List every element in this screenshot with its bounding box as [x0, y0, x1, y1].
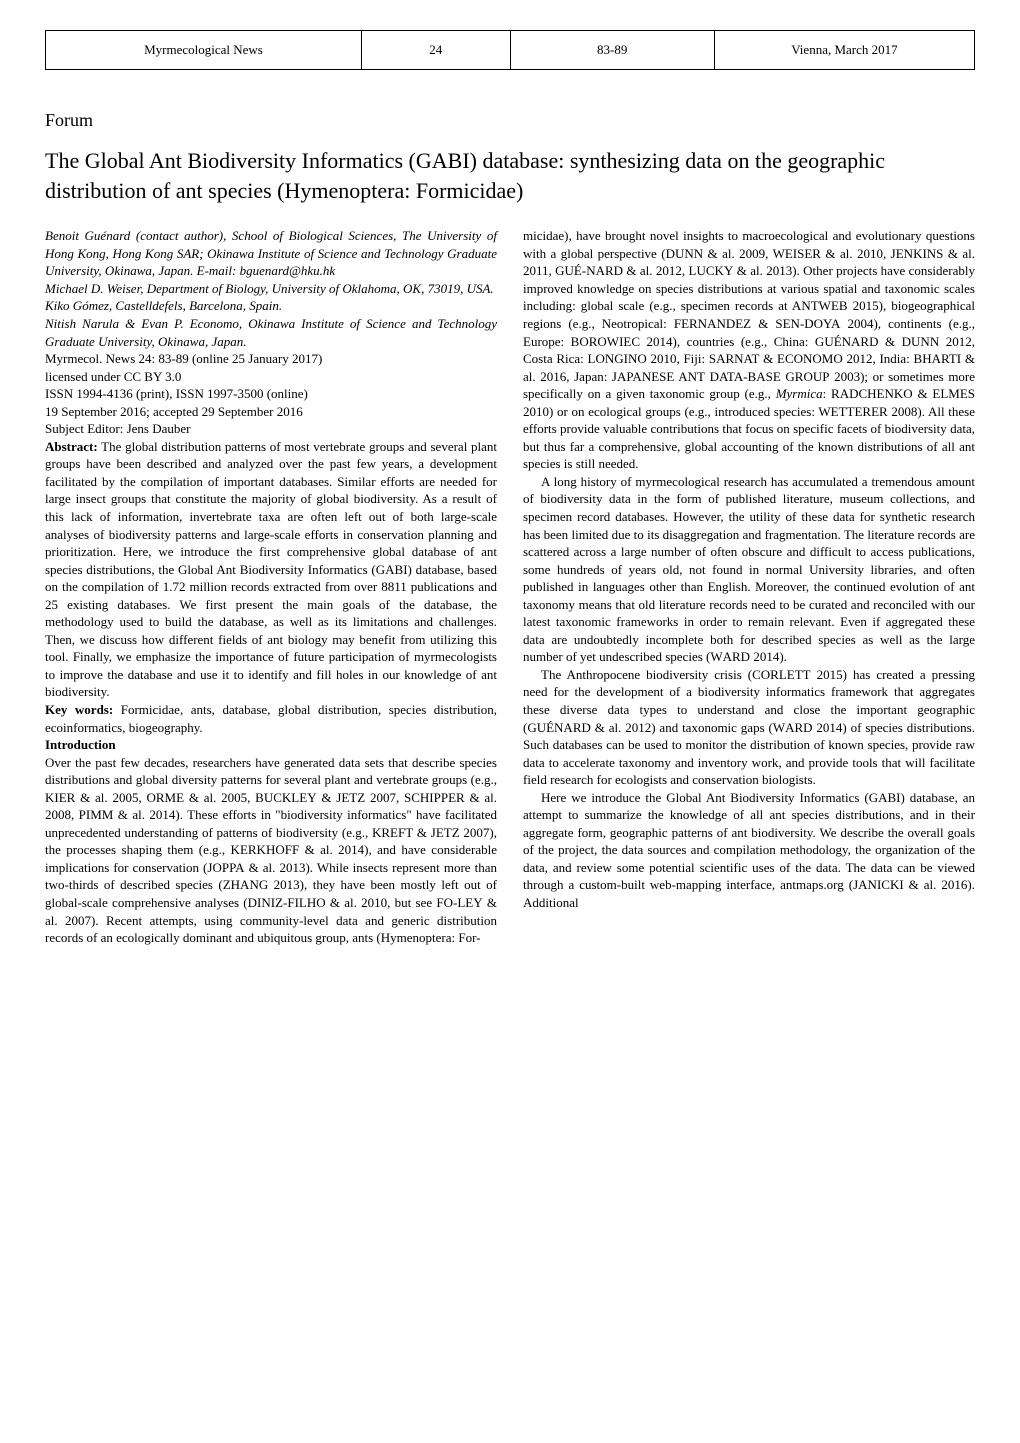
right-column: micidae), have brought novel insights to…: [523, 227, 975, 946]
left-column: Benoit Guénard (contact author), School …: [45, 227, 497, 946]
keywords-block: Key words: Formicidae, ants, database, g…: [45, 701, 497, 736]
body-paragraph-4: Here we introduce the Global Ant Biodive…: [523, 789, 975, 912]
meta-block: Myrmecol. News 24: 83-89 (online 25 Janu…: [45, 350, 497, 438]
abstract-text: The global distribution patterns of most…: [45, 439, 497, 700]
body-paragraph-1: micidae), have brought novel insights to…: [523, 227, 975, 473]
header-pages: 83-89: [511, 31, 715, 69]
section-label: Forum: [45, 108, 975, 132]
keywords-text: Formicidae, ants, database, global distr…: [45, 702, 497, 735]
intro-paragraph-1: Over the past few decades, researchers h…: [45, 754, 497, 947]
keywords-label: Key words:: [45, 702, 113, 717]
authors-block: Benoit Guénard (contact author), School …: [45, 227, 497, 350]
introduction-heading: Introduction: [45, 736, 497, 754]
abstract-block: Abstract: The global distribution patter…: [45, 438, 497, 701]
header-box: Myrmecological News 24 83-89 Vienna, Mar…: [45, 30, 975, 70]
body-paragraph-2: A long history of myrmecological researc…: [523, 473, 975, 666]
header-journal: Myrmecological News: [46, 31, 362, 69]
two-column-layout: Benoit Guénard (contact author), School …: [45, 227, 975, 946]
header-volume: 24: [362, 31, 511, 69]
header-date: Vienna, March 2017: [715, 31, 974, 69]
article-title: The Global Ant Biodiversity Informatics …: [45, 146, 975, 205]
body-paragraph-3: The Anthropocene biodiversity crisis (CO…: [523, 666, 975, 789]
abstract-label: Abstract:: [45, 439, 98, 454]
